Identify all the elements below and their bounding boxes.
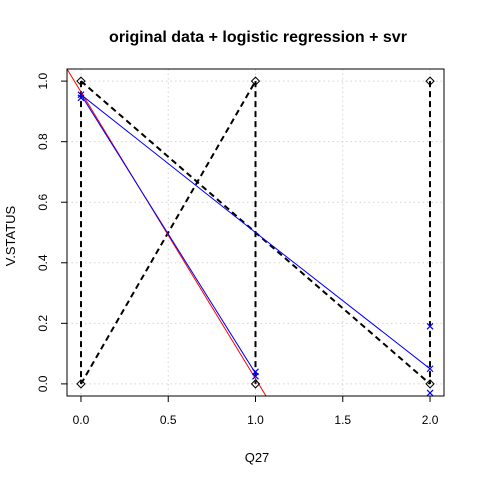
data-point [250, 76, 261, 86]
x-tick-label: 1.5 [334, 413, 351, 427]
y-axis-label: V.STATUS [3, 205, 18, 266]
series-line-5 [66, 68, 267, 397]
fitted-point [252, 372, 259, 380]
y-tick-label: 0.8 [36, 133, 50, 150]
data-point [425, 379, 435, 389]
series-line-7 [80, 94, 431, 370]
data-point [76, 76, 86, 86]
fitted-point [426, 365, 434, 373]
y-tick-label: 0.0 [36, 375, 50, 392]
line-layer [66, 68, 431, 397]
fitted-point [426, 322, 434, 330]
series-line-1 [80, 80, 257, 385]
x-axis: 0.0 0.5 1.0 1.5 2.0 [73, 396, 439, 427]
data-point [250, 379, 261, 389]
y-axis: 0.0 0.2 0.4 0.6 0.8 1.0 [36, 72, 67, 392]
x-tick-label: 2.0 [422, 413, 439, 427]
fitted-point [77, 94, 85, 102]
fitted-point [77, 91, 85, 99]
x-tick-label: 0.0 [73, 413, 90, 427]
x-tick-label: 1.0 [247, 413, 264, 427]
data-point [76, 379, 86, 389]
y-tick-label: 0.2 [36, 315, 50, 332]
point-layer [76, 76, 435, 397]
data-point [425, 76, 435, 86]
chart-title: original data + logistic regression + sv… [109, 29, 407, 46]
y-tick-label: 0.6 [36, 194, 50, 211]
series-line-6 [80, 94, 256, 374]
y-tick-label: 0.4 [36, 254, 50, 271]
x-tick-label: 0.5 [160, 413, 177, 427]
y-tick-label: 1.0 [36, 72, 50, 89]
x-axis-label: Q27 [245, 450, 270, 465]
fitted-point [426, 389, 434, 397]
